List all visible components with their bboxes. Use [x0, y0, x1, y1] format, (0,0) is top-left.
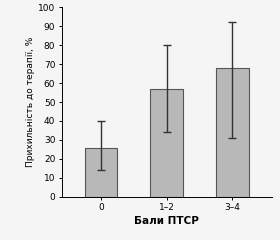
Y-axis label: Прихильність до терапії, %: Прихильність до терапії, % — [26, 37, 35, 167]
Bar — [216, 68, 249, 197]
Bar — [85, 148, 117, 197]
X-axis label: Бали ПТСР: Бали ПТСР — [134, 216, 199, 226]
Bar — [150, 89, 183, 197]
